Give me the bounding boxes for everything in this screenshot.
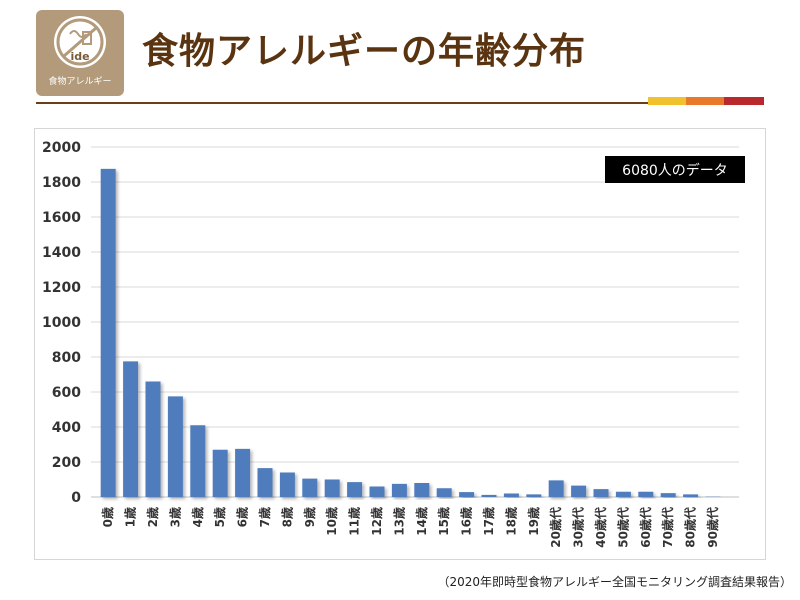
x-tick-label: 8歳 [279, 507, 294, 527]
bar [324, 479, 340, 497]
bar [391, 483, 407, 497]
bar [615, 491, 631, 497]
x-tick-label: 40歳代 [593, 507, 608, 548]
bar [123, 361, 139, 497]
bar [279, 472, 295, 497]
x-tick-label: 18歳 [503, 507, 518, 536]
bar [414, 483, 430, 497]
x-tick-label: 60歳代 [638, 507, 653, 548]
x-tick-label: 13歳 [391, 507, 406, 536]
x-tick-label: 3歳 [167, 507, 182, 527]
logo-mark: ide [70, 50, 89, 63]
annotation-text: 6080人のデータ [622, 162, 728, 179]
x-tick-label: 0歳 [100, 507, 115, 527]
bar [593, 489, 609, 497]
bar [660, 493, 676, 497]
x-tick-label: 80歳代 [683, 507, 698, 548]
bar [369, 486, 385, 497]
bar [481, 494, 497, 497]
x-tick-label: 1歳 [123, 507, 138, 527]
bar [235, 448, 251, 497]
bar [503, 493, 519, 497]
bar [212, 449, 228, 497]
y-tick-label: 1800 [42, 175, 81, 191]
x-tick-label: 14歳 [414, 507, 429, 536]
y-tick-label: 1000 [42, 315, 81, 331]
y-tick-label: 0 [71, 490, 81, 506]
bar [459, 492, 475, 497]
x-tick-label: 6歳 [235, 507, 250, 527]
x-tick-label: 9歳 [302, 507, 317, 527]
x-tick-label: 4歳 [190, 507, 205, 527]
bar [548, 480, 564, 497]
logo-text: 食物アレルギー [48, 77, 112, 87]
chart-frame: 0 200 400 600 800 1000 1200 1400 1600 1800 2000 608… [34, 128, 766, 560]
x-tick-label: 5歳 [212, 507, 227, 527]
y-tick-label: 200 [52, 455, 81, 471]
allergy-icon: ide [54, 16, 106, 68]
bar [683, 494, 699, 497]
x-tick-label: 10歳 [324, 507, 339, 536]
bar [638, 491, 654, 497]
stripe-red [724, 97, 764, 105]
bar [190, 425, 206, 497]
x-tick-label: 30歳代 [571, 507, 586, 548]
bar [145, 381, 161, 497]
bar [526, 494, 542, 497]
x-tick-label: 7歳 [257, 507, 272, 527]
y-tick-label: 800 [52, 350, 81, 366]
y-tick-label: 1400 [42, 245, 81, 261]
annotation-box [605, 156, 745, 183]
x-tick-label: 70歳代 [660, 507, 675, 548]
x-tick-label: 15歳 [436, 507, 451, 536]
bar [100, 168, 116, 497]
bar [257, 468, 273, 497]
y-tick-label: 2000 [42, 140, 81, 156]
y-tick-label: 1600 [42, 210, 81, 226]
stripe-yellow [648, 97, 686, 105]
x-tick-label: 90歳代 [705, 507, 720, 548]
x-tick-label: 2歳 [145, 507, 160, 527]
bar-chart: 0 200 400 600 800 1000 1200 1400 1600 1800 2000 608… [42, 140, 745, 548]
x-tick-label: 17歳 [481, 507, 496, 536]
x-tick-label: 12歳 [369, 507, 384, 536]
source-footnote: （2020年即時型食物アレルギー全国モニタリング調査結果報告） [437, 575, 792, 589]
x-tick-label: 50歳代 [615, 507, 630, 548]
y-tick-label: 400 [52, 420, 81, 436]
logo: ide 食物アレルギー [36, 10, 124, 96]
bar [571, 485, 587, 497]
bar [167, 396, 183, 497]
bar [302, 478, 318, 497]
bar [347, 482, 363, 497]
y-tick-label: 1200 [42, 280, 81, 296]
bar [436, 488, 452, 497]
x-tick-label: 16歳 [459, 507, 474, 536]
x-tick-label: 19歳 [526, 507, 541, 536]
page-title: 食物アレルギーの年齢分布 [142, 31, 587, 72]
title-rule [36, 102, 648, 104]
y-tick-label: 600 [52, 385, 81, 401]
x-tick-label: 11歳 [347, 507, 362, 536]
stripe-orange [686, 97, 724, 105]
x-tick-label: 20歳代 [548, 507, 563, 548]
